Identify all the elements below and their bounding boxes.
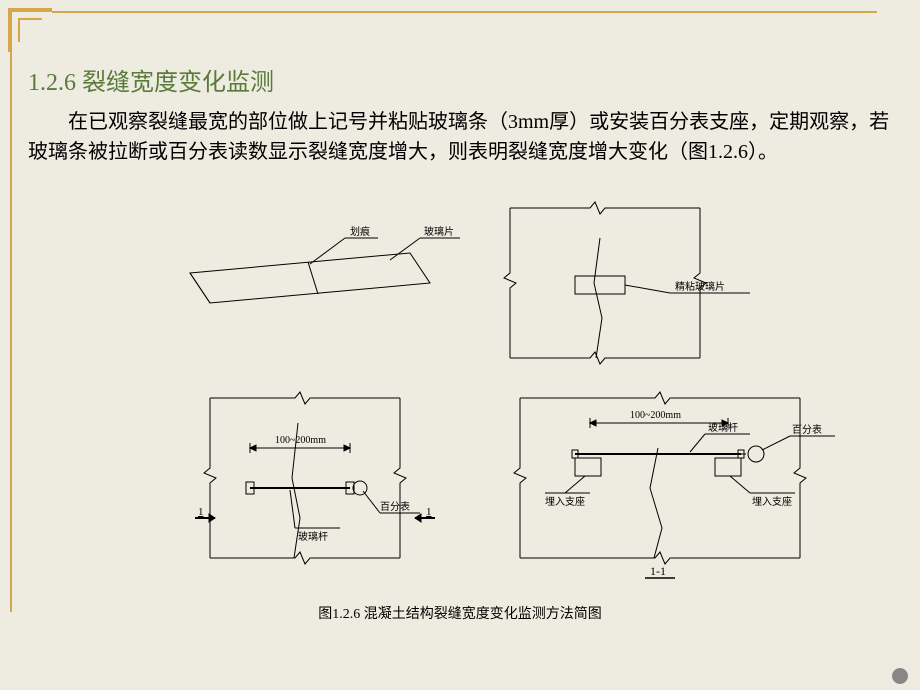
panel-d-section: 100~200mm 玻璃杆 百分表 埋入支座 埋入支座 1-1 <box>514 392 835 578</box>
corner-decoration <box>8 8 52 52</box>
label-range-d: 100~200mm <box>630 410 681 421</box>
section-mark-left: 1 <box>198 506 204 518</box>
label-range-c: 100~200mm <box>275 435 326 446</box>
panel-c-plan-gauge: 100~200mm 1 1 玻璃杆 百分表 <box>195 392 435 564</box>
label-glass-rod-c: 玻璃杆 <box>298 530 328 543</box>
section-heading: 1.2.6 裂缝宽度变化监测 <box>28 62 898 97</box>
label-dial-c: 百分表 <box>380 500 410 513</box>
label-glass-rod-d: 玻璃杆 <box>708 421 738 434</box>
label-glued-glass: 精粘玻璃片 <box>675 280 725 293</box>
slide-content: 1.2.6 裂缝宽度变化监测 在已观察裂缝最宽的部位做上记号并粘贴玻璃条（3mm… <box>28 62 898 167</box>
label-scratch: 划痕 <box>350 225 370 238</box>
figure-diagrams: 划痕 玻璃片 精粘玻璃片 <box>150 198 880 618</box>
panel-a-strip: 划痕 玻璃片 <box>190 225 460 303</box>
figure-caption: 图1.2.6 混凝土结构裂缝宽度变化监测方法简图 <box>0 603 920 623</box>
page-indicator-dot <box>892 668 908 684</box>
section-label: 1-1 <box>650 564 666 578</box>
left-rule-line <box>10 52 12 612</box>
section-mark-right: 1 <box>426 506 432 518</box>
top-rule-line <box>52 11 877 13</box>
body-paragraph: 在已观察裂缝最宽的部位做上记号并粘贴玻璃条（3mm厚）或安装百分表支座，定期观察… <box>28 107 898 167</box>
label-dial-d: 百分表 <box>792 423 822 436</box>
label-glass: 玻璃片 <box>424 225 454 238</box>
label-embed-right: 埋入支座 <box>752 495 792 508</box>
label-embed-left: 埋入支座 <box>545 495 585 508</box>
panel-b-plan: 精粘玻璃片 <box>504 202 750 364</box>
